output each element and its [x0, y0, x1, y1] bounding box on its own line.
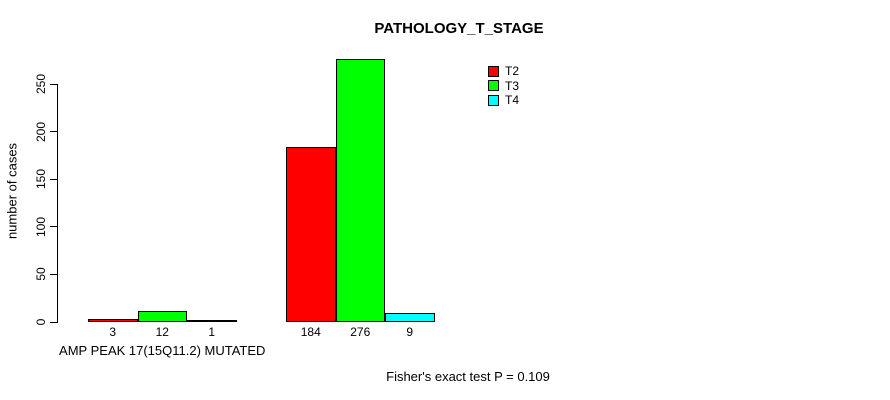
bar-T2: [286, 147, 336, 322]
bar-count-label: 3: [109, 325, 117, 339]
bar-count-label: 184: [300, 325, 321, 339]
bar-count-label: 12: [155, 325, 169, 339]
chart-title: PATHOLOGY_T_STAGE: [374, 20, 544, 37]
legend-label: T4: [505, 93, 520, 108]
legend-row: T2: [488, 64, 519, 79]
bar-T4: [187, 320, 237, 322]
y-tick-label: 150: [34, 169, 48, 190]
y-tick-label: 100: [34, 216, 48, 237]
y-axis-label: number of cases: [4, 142, 20, 240]
y-tick-mark: [50, 226, 57, 228]
bar-count-label: 276: [350, 325, 371, 339]
legend-swatch-icon: [488, 94, 499, 106]
y-axis-line: [57, 84, 58, 323]
bar-T3: [137, 311, 187, 322]
legend-swatch-icon: [488, 65, 499, 77]
y-tick-mark: [50, 178, 57, 180]
y-tick-mark: [50, 321, 57, 323]
x-axis-label: AMP PEAK 17(15Q11.2) MUTATED: [59, 343, 266, 358]
legend-label: T2: [505, 64, 520, 79]
y-tick-mark: [50, 83, 57, 85]
bar-count-label: 1: [208, 325, 216, 339]
bar-T4: [385, 313, 435, 322]
bar-count-label: 9: [406, 325, 414, 339]
legend: T2 T3 T4: [488, 64, 519, 108]
y-tick-label: 50: [34, 267, 48, 282]
annotation-text: Fisher's exact test P = 0.109: [386, 369, 550, 384]
y-tick-label: 250: [34, 73, 48, 95]
legend-swatch-icon: [488, 80, 499, 92]
legend-row: T4: [488, 93, 519, 108]
bar-T2: [88, 319, 138, 322]
legend-label: T3: [505, 78, 520, 93]
bar-T3: [335, 59, 385, 322]
legend-row: T3: [488, 79, 519, 94]
y-tick-label: 0: [34, 318, 48, 326]
y-tick-label: 200: [34, 121, 48, 142]
y-tick-mark: [50, 131, 57, 133]
y-tick-mark: [50, 273, 57, 275]
